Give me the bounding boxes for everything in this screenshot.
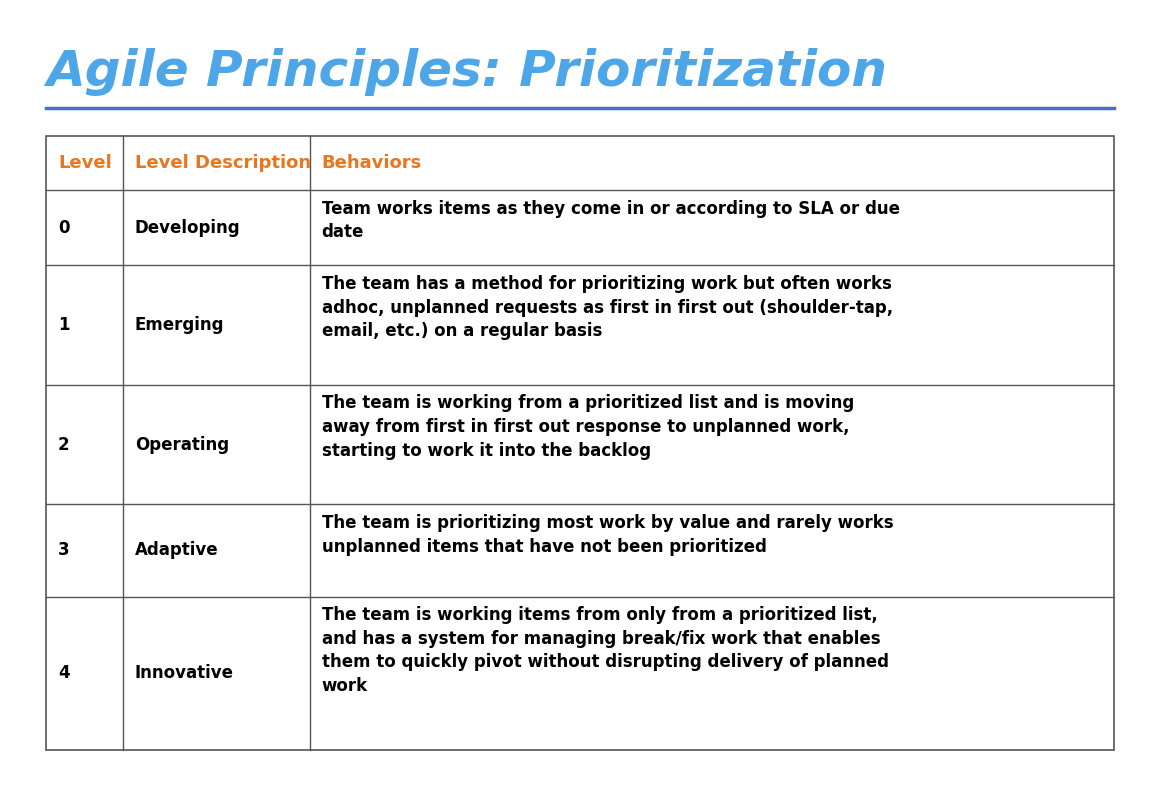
Text: 3: 3 xyxy=(58,541,70,559)
Text: Developing: Developing xyxy=(135,219,240,237)
Text: Level Description: Level Description xyxy=(135,154,311,172)
Text: Innovative: Innovative xyxy=(135,664,234,682)
Text: Emerging: Emerging xyxy=(135,316,224,334)
Text: The team is working from a prioritized list and is moving
away from first in fir: The team is working from a prioritized l… xyxy=(321,394,854,460)
Text: Level: Level xyxy=(58,154,111,172)
Text: Behaviors: Behaviors xyxy=(321,154,422,172)
Text: Adaptive: Adaptive xyxy=(135,541,218,559)
Text: 2: 2 xyxy=(58,436,70,453)
Text: Operating: Operating xyxy=(135,436,229,453)
Text: Agile Principles: Prioritization: Agile Principles: Prioritization xyxy=(46,48,887,96)
Text: 1: 1 xyxy=(58,316,70,334)
Text: The team is working items from only from a prioritized list,
and has a system fo: The team is working items from only from… xyxy=(321,606,889,695)
Text: 0: 0 xyxy=(58,219,70,237)
Text: Team works items as they come in or according to SLA or due
date: Team works items as they come in or acco… xyxy=(321,200,900,242)
Text: The team has a method for prioritizing work but often works
adhoc, unplanned req: The team has a method for prioritizing w… xyxy=(321,275,893,340)
Text: The team is prioritizing most work by value and rarely works
unplanned items tha: The team is prioritizing most work by va… xyxy=(321,514,893,555)
Text: 4: 4 xyxy=(58,664,70,682)
